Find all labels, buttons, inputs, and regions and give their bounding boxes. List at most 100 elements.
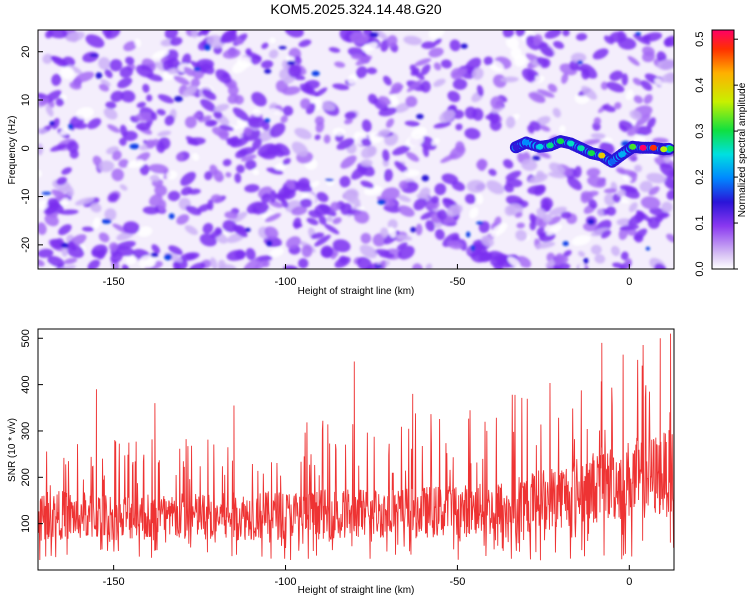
noise-blob (314, 234, 331, 247)
noise-blob (398, 180, 408, 190)
noise-blob (447, 240, 464, 250)
noise-blob (657, 59, 674, 71)
noise-blob (92, 217, 101, 230)
noise-peak (374, 264, 383, 268)
y-tick-label: 500 (20, 329, 32, 347)
noise-peak (174, 95, 183, 102)
noise-blob (521, 158, 538, 171)
x-tick-label: -150 (103, 276, 125, 288)
noise-blob (330, 201, 340, 212)
noise-blob (204, 171, 213, 181)
noise-blob (560, 255, 569, 264)
noise-blob (87, 118, 102, 130)
noise-blob (571, 235, 591, 246)
noise-blob (204, 119, 217, 127)
noise-blob (392, 145, 411, 156)
noise-blob (50, 55, 67, 68)
noise-blob (447, 90, 461, 103)
noise-blob (593, 117, 602, 125)
noise-blob (634, 164, 642, 173)
noise-blob (420, 210, 436, 220)
noise-blob (627, 125, 639, 137)
noise-blob (629, 110, 642, 120)
noise-blob (294, 56, 302, 65)
noise-blob (269, 190, 277, 203)
noise-blob (69, 81, 82, 90)
noise-blob (596, 208, 604, 217)
noise-blob (200, 98, 216, 112)
noise-blob (210, 257, 218, 269)
noise-blob (306, 217, 319, 226)
noise-blob (170, 37, 183, 46)
noise-blob (224, 211, 238, 220)
noise-blob (301, 244, 313, 258)
noise-blob (61, 167, 72, 175)
noise-blob (617, 37, 637, 50)
noise-blob (529, 121, 542, 131)
noise-blob (643, 94, 653, 104)
noise-blob (151, 138, 160, 147)
noise-blob (47, 256, 65, 268)
noise-blob (602, 104, 616, 113)
noise-blob (561, 73, 569, 84)
noise-blob (172, 261, 181, 269)
noise-blob (45, 104, 54, 117)
noise-blob (394, 161, 409, 174)
noise-blob (245, 248, 256, 261)
noise-blob (356, 66, 368, 79)
noise-blob (362, 42, 378, 52)
noise-blob (119, 184, 128, 191)
noise-blob (442, 197, 455, 205)
noise-blob (268, 49, 279, 59)
noise-blob (587, 176, 606, 188)
noise-blob (538, 232, 546, 239)
noise-blob (56, 177, 68, 185)
noise-peak (562, 241, 569, 247)
noise-blob (176, 214, 190, 225)
noise-blob (38, 248, 54, 258)
noise-blob (395, 234, 413, 241)
snr-series-line (38, 333, 674, 561)
track-point (557, 138, 565, 145)
noise-blob (339, 176, 351, 188)
noise-blob (252, 108, 262, 117)
noise-blob (157, 94, 174, 104)
noise-blob (261, 42, 269, 50)
noise-blob (537, 89, 555, 98)
track-point (577, 145, 585, 152)
track-point (608, 158, 616, 165)
noise-blob (269, 37, 276, 44)
noise-blob (314, 116, 325, 126)
noise-blob (378, 107, 397, 117)
noise-blob (167, 190, 181, 202)
noise-blob (185, 205, 202, 216)
noise-blob (201, 89, 217, 101)
noise-blob (119, 124, 128, 137)
noise-blob (137, 160, 144, 168)
noise-blob (620, 251, 629, 261)
noise-blob (116, 240, 136, 250)
noise-blob (340, 155, 357, 169)
noise-blob (158, 199, 167, 212)
noise-blob (546, 224, 563, 236)
snr-frame (37, 328, 675, 571)
noise-blob (310, 180, 320, 188)
noise-blob (621, 186, 640, 199)
noise-blob (180, 186, 193, 196)
noise-blob (298, 39, 312, 48)
noise-blob (134, 38, 142, 48)
noise-blob (658, 212, 670, 219)
noise-blob (261, 60, 274, 69)
noise-blob (334, 256, 351, 268)
noise-blob (642, 46, 655, 57)
noise-blob (63, 257, 78, 265)
noise-blob (166, 170, 178, 180)
colorbar-tick-label: 0.4 (694, 78, 706, 93)
noise-blob (635, 126, 652, 136)
noise-blob (151, 244, 161, 254)
noise-blob (323, 134, 331, 144)
noise-blob (347, 74, 358, 85)
noise-blob (433, 62, 442, 71)
noise-blob (207, 199, 214, 211)
noise-blob (490, 222, 508, 237)
